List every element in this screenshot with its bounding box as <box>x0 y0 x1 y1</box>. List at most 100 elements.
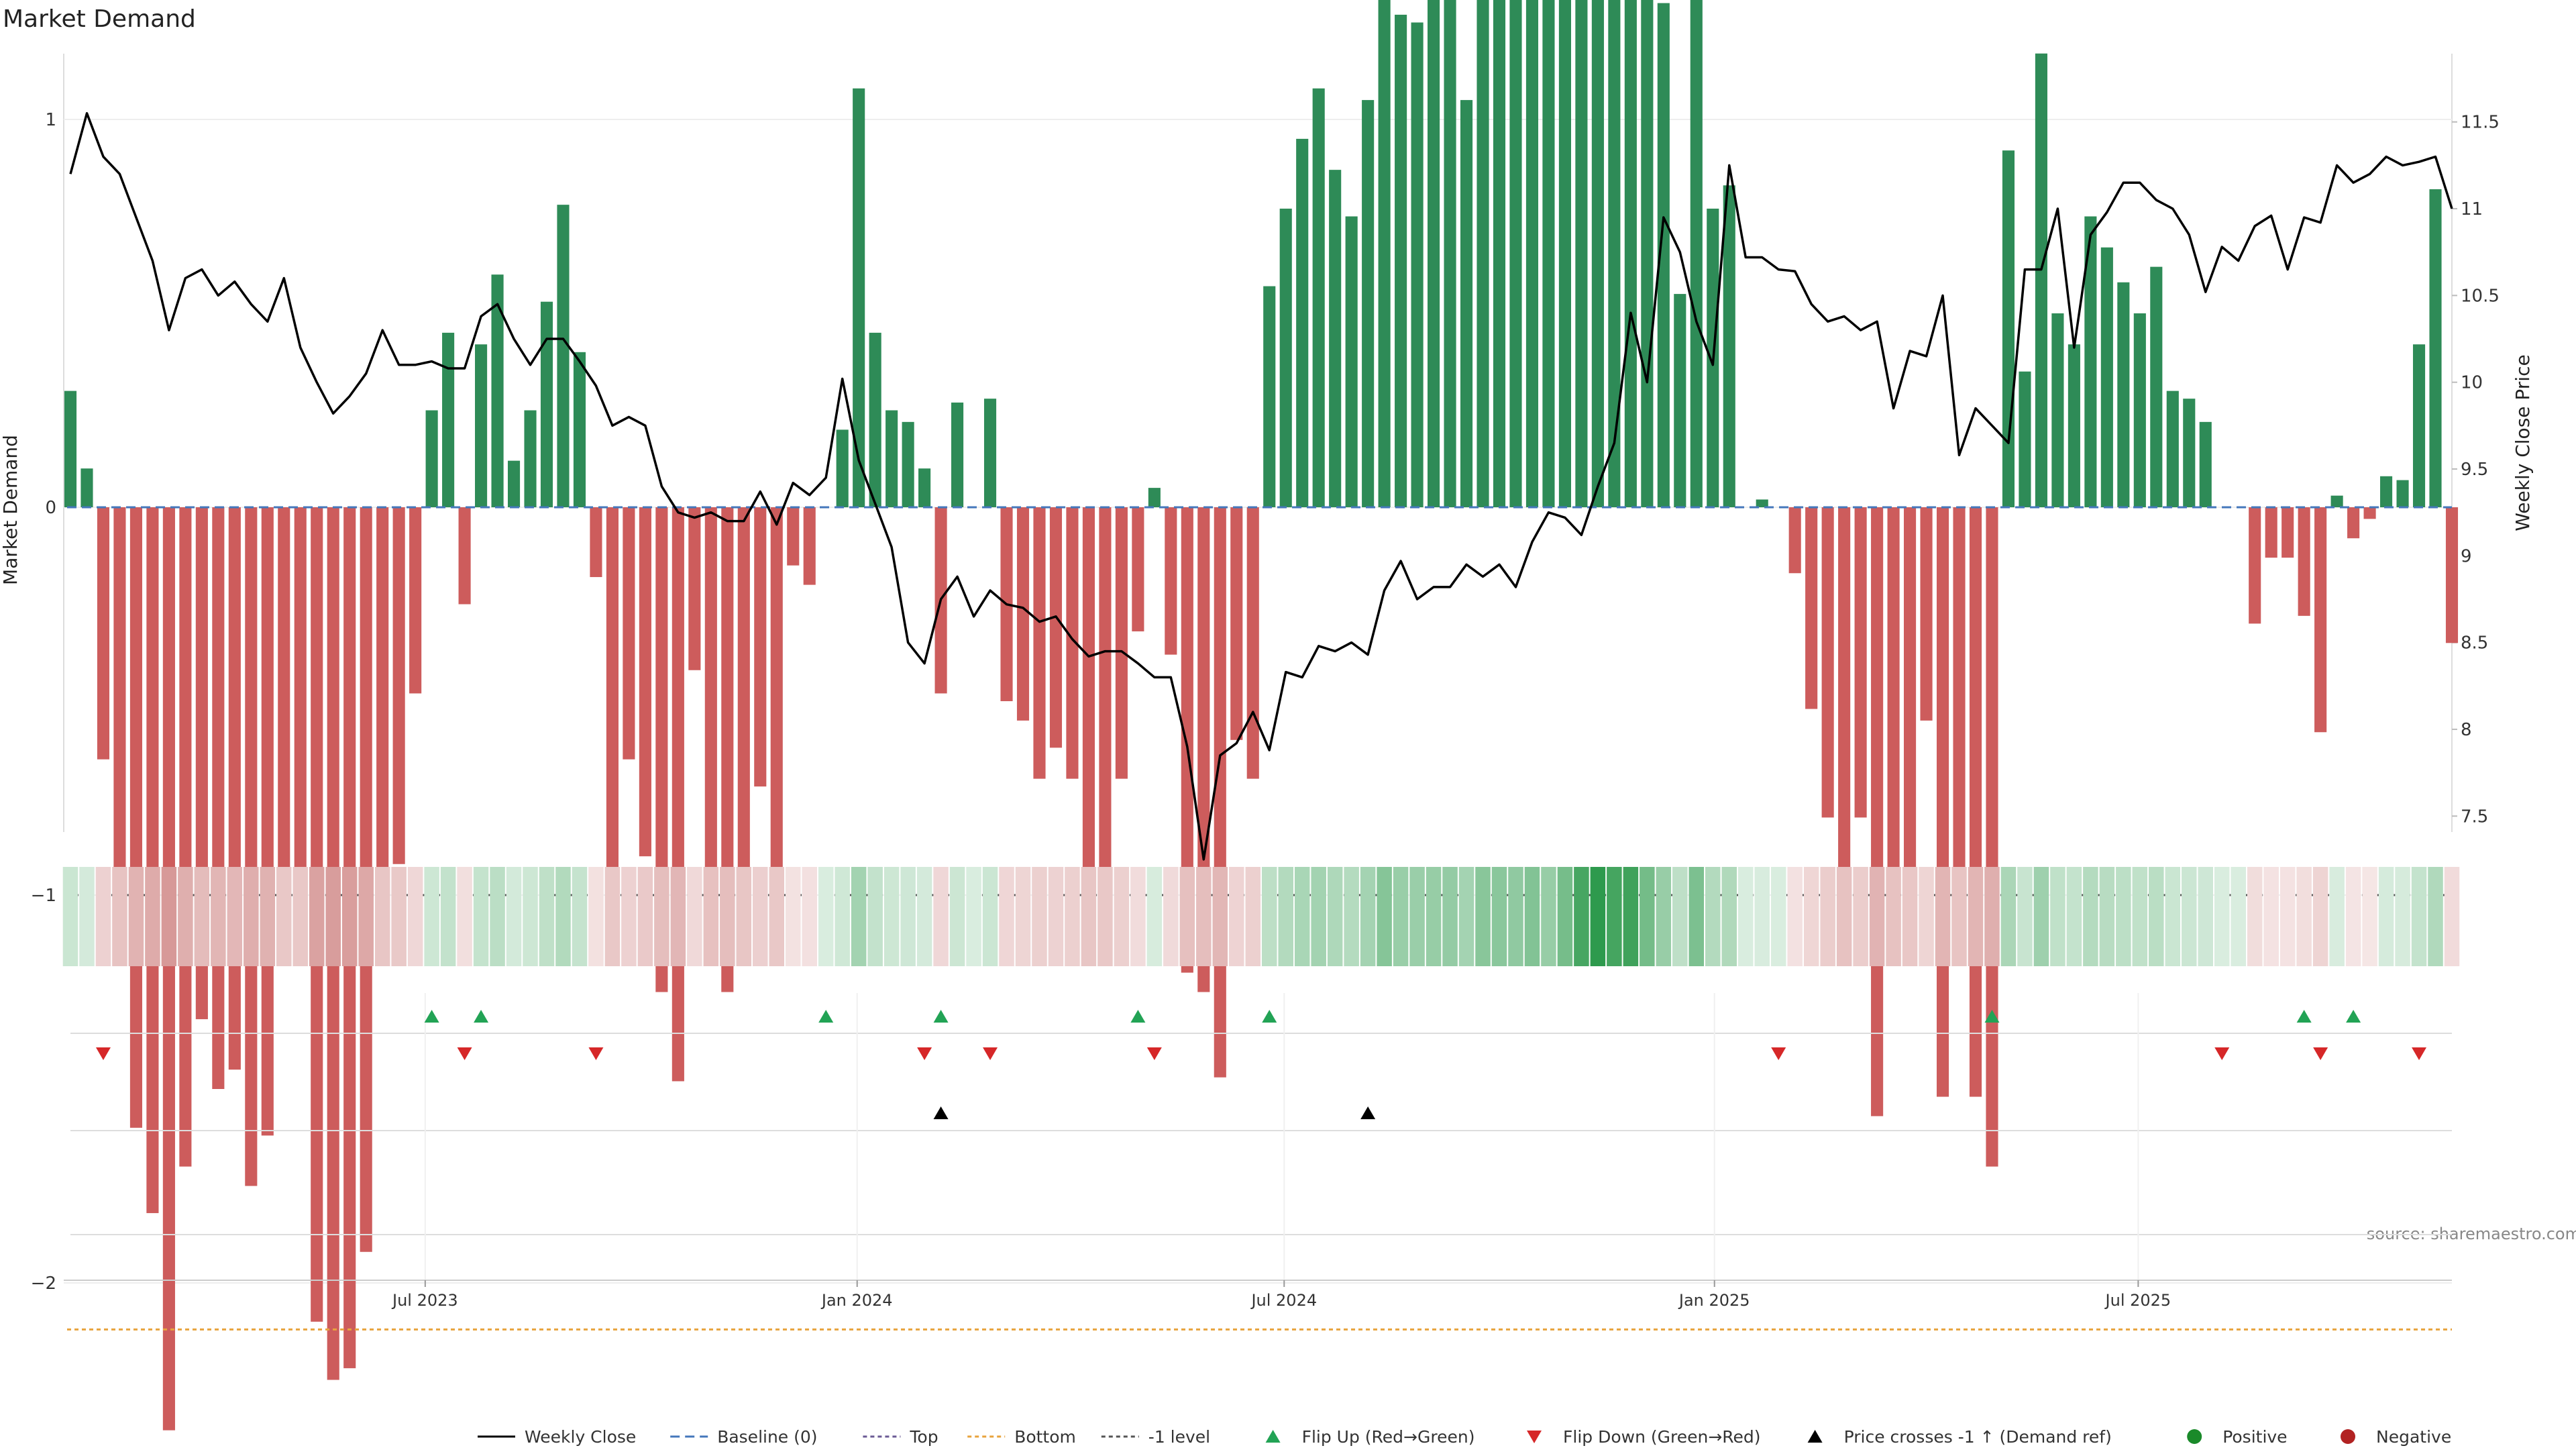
legend-label: Negative <box>2376 1427 2451 1447</box>
heat-cell <box>1458 867 1474 966</box>
bar-negative <box>1953 507 1966 923</box>
heat-cell <box>1902 867 1918 966</box>
heat-cell <box>539 867 555 966</box>
bar-positive <box>1279 208 1292 507</box>
bar-negative <box>590 507 602 578</box>
heat-cell <box>128 867 144 966</box>
heat-cell <box>1114 867 1130 966</box>
heat-cell <box>2329 867 2345 966</box>
flip-down-marker <box>2313 1047 2328 1060</box>
heat-cell <box>2050 867 2065 966</box>
marker-panels <box>70 993 2452 1282</box>
bar-positive <box>1444 0 1456 508</box>
heat-cell <box>292 867 309 966</box>
flip-up-marker <box>474 1010 489 1023</box>
heat-cell <box>325 867 341 966</box>
bar-positive <box>885 410 898 507</box>
bar-negative <box>129 507 142 1128</box>
bar-positive <box>1296 138 1309 507</box>
legend-swatch-price-cross <box>1807 1430 1823 1443</box>
flip-up-marker <box>1262 1010 1277 1023</box>
heat-cell <box>572 867 588 966</box>
bar-negative <box>639 507 651 857</box>
heat-cell <box>2263 867 2279 966</box>
bar-positive <box>836 429 849 507</box>
bar-negative <box>261 507 274 1136</box>
heat-cell <box>424 867 439 966</box>
heat-cell <box>1919 867 1934 966</box>
bar-positive <box>1148 488 1161 507</box>
heat-cell <box>2214 867 2230 966</box>
legend-swatch-flip-up <box>1265 1430 1281 1443</box>
heat-cell <box>2033 867 2049 966</box>
bar-negative <box>606 507 619 876</box>
bar-positive <box>2396 480 2409 507</box>
heat-cell <box>440 867 456 966</box>
bar-negative <box>1854 507 1867 818</box>
heat-cell <box>818 867 834 966</box>
bar-positive <box>2183 399 2196 507</box>
heat-cell <box>2000 867 2017 966</box>
heat-cell <box>2444 867 2460 966</box>
heat-cell <box>2428 867 2443 966</box>
y2-tick-label: 11.5 <box>2461 113 2500 133</box>
x-tick-label: Jul 2023 <box>391 1291 458 1310</box>
bar-positive <box>1542 0 1555 508</box>
heat-cell <box>227 867 243 966</box>
bar-negative <box>623 507 635 760</box>
heat-cell <box>736 867 752 966</box>
bar-negative <box>2445 507 2459 643</box>
bar-negative <box>787 507 800 566</box>
heat-cell <box>1081 867 1097 966</box>
heat-cell <box>1754 867 1770 966</box>
bar-negative <box>2265 507 2277 558</box>
heat-cell <box>2017 867 2033 966</box>
bar-negative <box>1033 507 1046 779</box>
bar-negative <box>1049 507 1063 748</box>
bar-negative <box>2314 507 2327 733</box>
heat-cell <box>637 867 653 966</box>
heat-cell <box>1541 867 1556 966</box>
heat-cell <box>802 867 817 966</box>
heat-cell <box>1065 867 1080 966</box>
x-axis: Jul 2023 Jan 2024 Jul 2024 Jan 2025 Jul 2025 <box>64 1280 2452 1310</box>
bar-negative <box>162 507 175 1431</box>
flip-down-marker <box>983 1047 998 1060</box>
heat-cell <box>982 867 998 966</box>
heat-cell <box>2198 867 2214 966</box>
bar-positive <box>2117 282 2130 507</box>
heat-cell <box>457 867 472 966</box>
y2-axis-label: Weekly Close Price <box>2512 354 2534 531</box>
bar-positive <box>2035 53 2047 508</box>
heat-cell <box>670 867 686 966</box>
heat-cell <box>753 867 768 966</box>
bar-positive <box>1641 0 1654 508</box>
bar-negative <box>2249 507 2261 624</box>
legend-swatch-flip-down <box>1527 1431 1542 1443</box>
heat-cell <box>1327 867 1343 966</box>
heat-cell <box>112 867 127 966</box>
heat-cell <box>1442 867 1458 966</box>
heat-cell <box>523 867 538 966</box>
price-cross-marker <box>1360 1106 1376 1119</box>
bar-positive <box>507 460 521 507</box>
heat-cell <box>178 867 193 966</box>
heat-cell <box>1278 867 1293 966</box>
y2-tick-label: 9 <box>2461 546 2472 566</box>
bar-positive <box>1428 0 1440 508</box>
heat-cell <box>2411 867 2427 966</box>
bar-positive <box>1608 0 1621 507</box>
heat-cell <box>1097 867 1113 966</box>
flip-down-marker <box>95 1047 111 1060</box>
bar-positive <box>1345 216 1358 507</box>
heat-cell <box>1853 867 1868 966</box>
heat-cell <box>1968 867 1984 966</box>
bar-positive <box>1362 100 1375 508</box>
bar-positive <box>2133 313 2146 507</box>
heat-cell <box>1393 867 1409 966</box>
bar-negative <box>1887 507 1900 946</box>
heat-cell <box>1261 867 1277 966</box>
heat-cell <box>1475 867 1491 966</box>
